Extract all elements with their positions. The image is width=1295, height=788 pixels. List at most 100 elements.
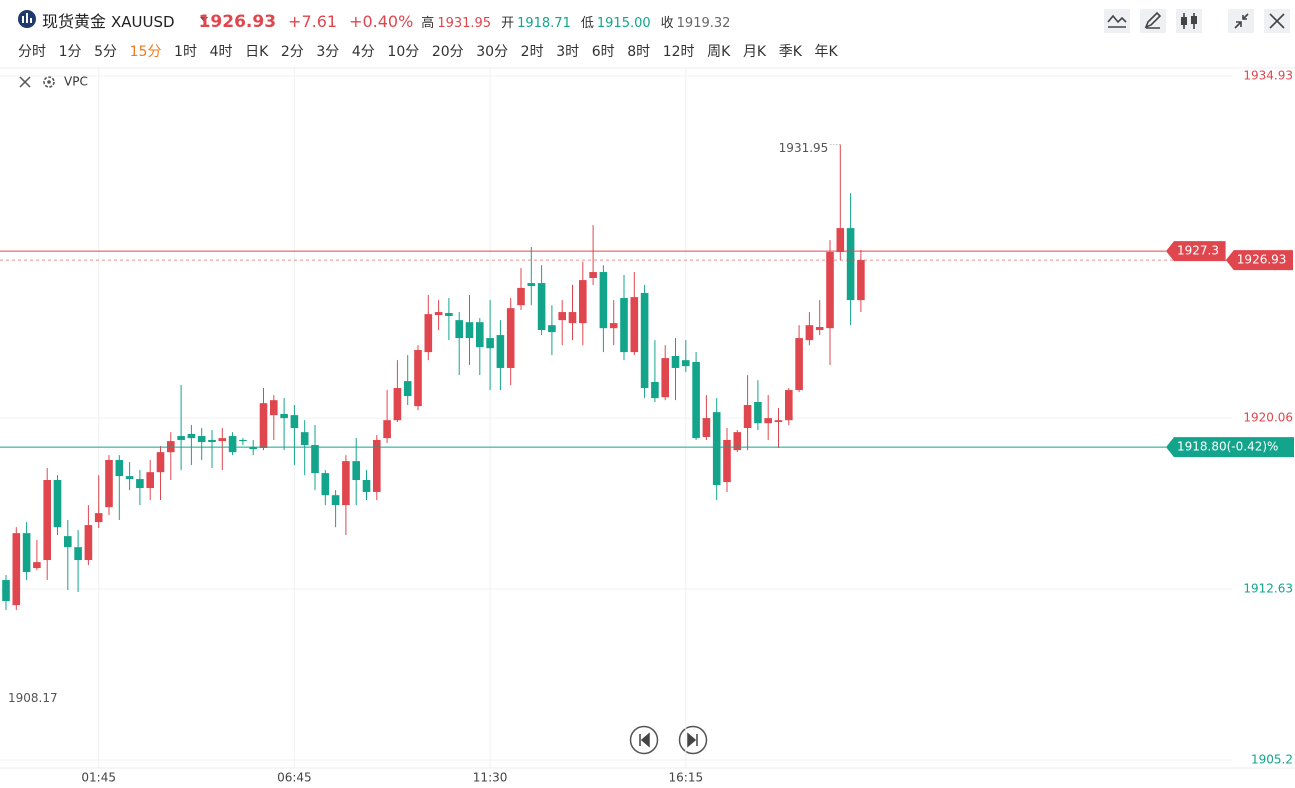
interval-tab[interactable]: 4时 [209, 44, 233, 60]
interval-tab[interactable]: 15分 [129, 44, 162, 60]
candle-body [785, 390, 793, 421]
candle-body [208, 439, 216, 443]
candle-body [692, 361, 700, 439]
candle-body [197, 436, 206, 443]
candle-body [846, 228, 855, 301]
interval-tab[interactable]: 8时 [627, 44, 651, 60]
annotation: 1908.17 [8, 691, 58, 705]
interval-tab[interactable]: 年K [814, 44, 838, 60]
candle-body [22, 533, 31, 573]
candle-body [476, 322, 484, 348]
candle-body [445, 312, 453, 316]
x-tick-label: 11:30 [473, 771, 508, 785]
candle-body [486, 338, 494, 349]
interval-tabs: 分时 1分 5分 15分 1时 4时 日K 2分 3分 4分 10分 20分 30分 2时 3时 6时 8时 12… [18, 41, 850, 61]
candle-body [620, 298, 628, 353]
tool-bg[interactable] [1176, 9, 1202, 33]
candle-body [805, 325, 814, 341]
interval-tab[interactable]: 季K [778, 44, 802, 60]
tool-candle-body [1181, 17, 1187, 25]
candle-body [754, 402, 762, 424]
tool-candle-body [1191, 16, 1197, 24]
candle-body [733, 432, 742, 451]
tool-indicator[interactable] [1107, 14, 1127, 28]
stat-value: 1931.95 [437, 16, 492, 31]
candle-body [321, 473, 330, 496]
candle-body [383, 420, 391, 439]
candle-body [64, 536, 72, 548]
candle-body [373, 439, 381, 492]
candle-body [270, 400, 278, 416]
candle-body [424, 314, 433, 353]
candle-body [579, 280, 587, 324]
tool-collapse[interactable] [1234, 13, 1249, 29]
price-label-box [1166, 437, 1294, 458]
interval-tab[interactable]: 10分 [387, 44, 420, 60]
candle-body [187, 433, 196, 439]
candle-body [651, 381, 659, 399]
stat: 开 1918.71 [501, 12, 571, 31]
interval-tab[interactable]: 30分 [476, 44, 509, 60]
candle-body [815, 327, 824, 331]
stat-label: 收 [660, 16, 674, 31]
indicator-name: VPC [64, 75, 88, 89]
candle-body [599, 272, 608, 329]
interval-tab[interactable]: 分时 [18, 44, 46, 60]
instrument-name: 现货黄金 [42, 12, 107, 31]
stats: 高 1931.95 开 1918.71 低 1915.00 收 1919.32 [421, 12, 730, 31]
candle-body [496, 335, 505, 368]
candle-body [640, 292, 649, 388]
interval-tab[interactable]: 1时 [174, 44, 197, 60]
interval-tab[interactable]: 周K [707, 44, 731, 60]
interval-tab[interactable]: 12时 [662, 44, 695, 60]
interval-tab[interactable]: 月K [742, 44, 767, 60]
candle-body [43, 479, 51, 561]
candle-body [836, 228, 845, 253]
change-percent: +0.40% [349, 12, 414, 31]
interval-tab[interactable]: 20分 [431, 44, 464, 60]
interval-tab[interactable]: 2分 [280, 44, 304, 60]
candle-body [743, 405, 752, 429]
annotation: 1931.95 [779, 141, 829, 155]
candle-body [2, 580, 10, 601]
candle-body [682, 360, 690, 367]
interval-tab[interactable]: 1分 [58, 44, 82, 60]
stat-label: 低 [580, 16, 594, 31]
prev-icon [639, 732, 650, 748]
tool-draw[interactable] [1144, 11, 1162, 29]
candle-body [94, 513, 103, 523]
candle-body [558, 312, 566, 321]
price-label: 1926.93 [1237, 253, 1287, 267]
candle-body [403, 381, 412, 397]
candle-body [33, 562, 41, 569]
candle-body [774, 420, 783, 423]
interval-tab[interactable]: 5分 [94, 44, 118, 60]
interval-tab[interactable]: 4分 [351, 44, 375, 60]
candle-body [465, 322, 474, 339]
y-tick-label: 1905.2 [1251, 752, 1293, 766]
candle-body [74, 547, 82, 561]
tool-bg[interactable] [1228, 9, 1254, 33]
candle-body [723, 439, 731, 483]
candle-body [12, 533, 21, 606]
interval-tab[interactable]: 6时 [591, 44, 615, 60]
interval-tab[interactable]: 3分 [316, 44, 340, 60]
interval-tab[interactable]: 日K [245, 44, 269, 60]
dropdown-arrow[interactable] [200, 17, 208, 22]
tool-bg[interactable] [1140, 9, 1166, 33]
indicator-close[interactable] [19, 76, 31, 88]
candle-body [311, 445, 319, 474]
x-tick-label: 06:45 [277, 771, 312, 785]
interval-tab[interactable]: 2时 [520, 44, 544, 60]
candle-body [146, 472, 154, 489]
interval-tab[interactable]: 3时 [556, 44, 580, 60]
candle-body [228, 436, 237, 453]
candle-body [105, 459, 113, 508]
candle-body [506, 308, 515, 368]
candle-body [455, 320, 463, 339]
indicator-settings[interactable] [43, 76, 55, 88]
toolbar [1104, 9, 1290, 33]
stat-label: 高 [421, 16, 435, 31]
tool-close[interactable] [1269, 13, 1285, 29]
